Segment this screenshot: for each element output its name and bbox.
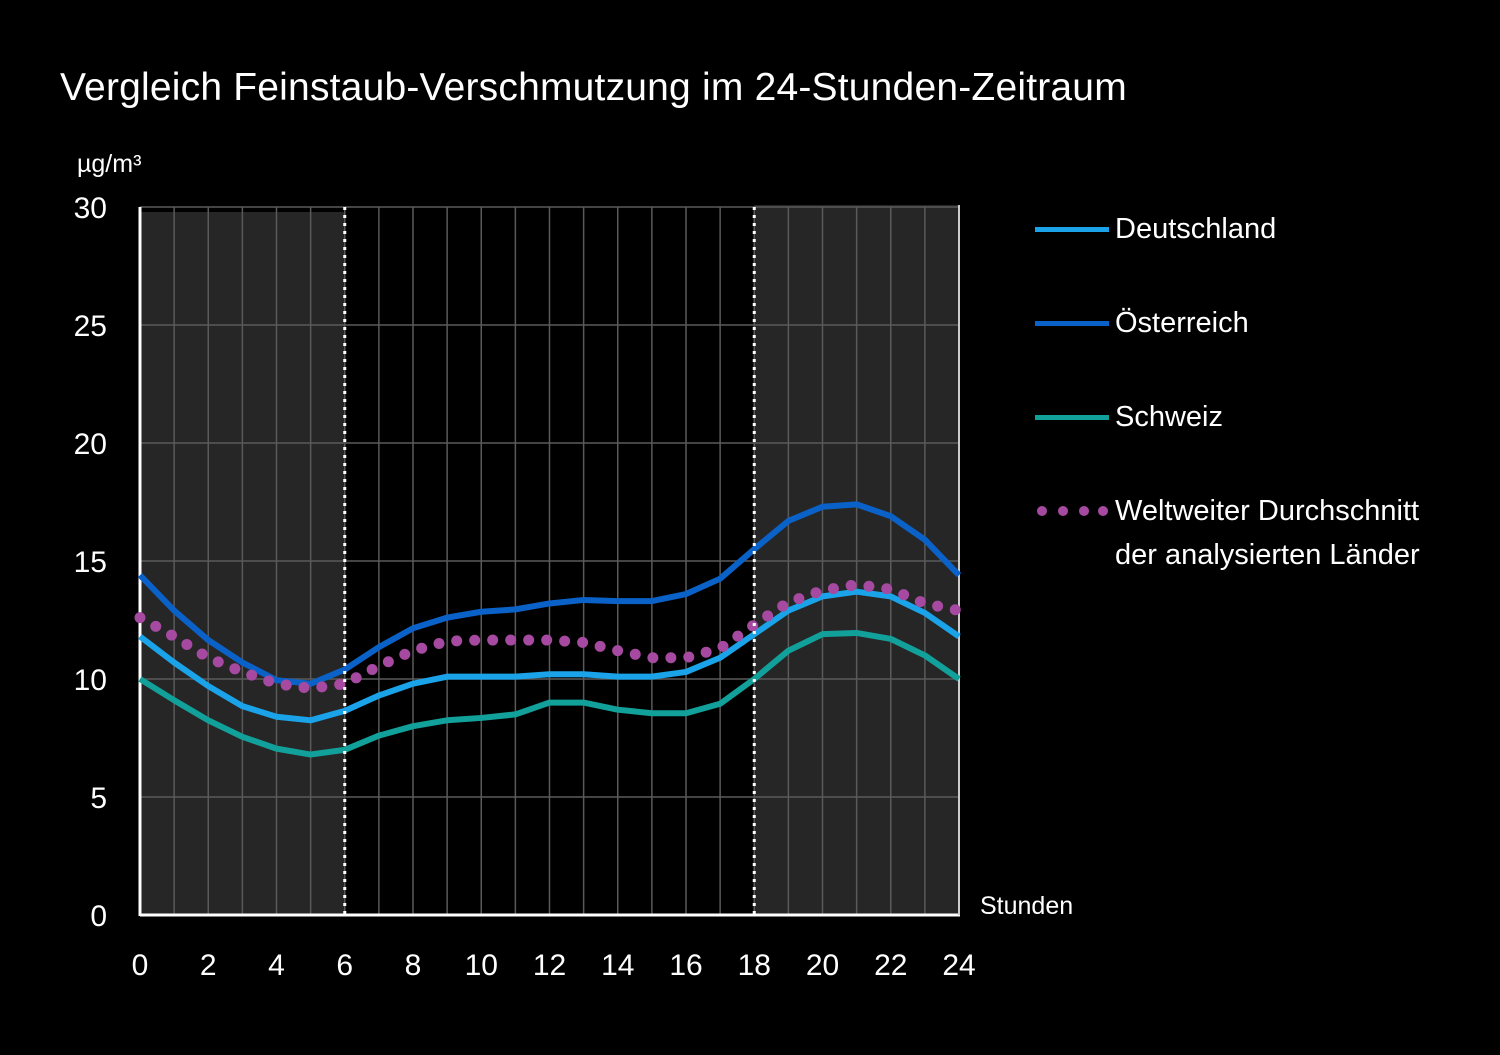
y-tick-label: 10: [74, 664, 107, 697]
chart-title: Vergleich Feinstaub-Verschmutzung im 24-…: [60, 66, 1127, 109]
x-tick-label: 6: [336, 949, 353, 982]
x-tick-label: 16: [669, 949, 702, 982]
legend-swatch-dotted: [1037, 506, 1108, 516]
x-tick-label: 8: [405, 949, 422, 982]
y-tick-label: 20: [74, 428, 107, 461]
y-tick-label: 0: [90, 900, 107, 933]
series-line-0: [138, 588, 961, 724]
y-tick-label: 5: [90, 782, 107, 815]
x-tick-label: 12: [533, 949, 566, 982]
x-tick-label: 22: [874, 949, 907, 982]
x-tick-label: 4: [268, 949, 285, 982]
x-tick-label: 10: [465, 949, 498, 982]
x-tick-label: 2: [200, 949, 217, 982]
y-tick-label: 25: [74, 310, 107, 343]
legend-label: Schweiz: [1115, 401, 1223, 433]
series-line-weltweit: [134, 579, 965, 694]
x-tick-label: 14: [601, 949, 634, 982]
y-tick-label: 15: [74, 546, 107, 579]
x-tick-label: 24: [942, 949, 975, 982]
legend-label: Deutschland: [1115, 213, 1277, 245]
legend-swatch: [1035, 415, 1109, 420]
legend-item-weltweit: Weltweiter Durchschnitt der analysierten…: [1035, 490, 1475, 580]
series-line-1: [137, 501, 962, 687]
x-tick-label: 18: [738, 949, 771, 982]
x-tick-label: 20: [806, 949, 839, 982]
legend-label-line1: Weltweiter Durchschnitt: [1115, 495, 1420, 527]
legend-label-line2: der analysierten Länder: [1115, 539, 1420, 571]
x-axis-label: Stunden: [980, 892, 1073, 920]
legend-label: Österreich: [1115, 307, 1249, 339]
legend-swatch: [1035, 227, 1109, 232]
legend-swatch: [1035, 321, 1109, 326]
y-tick-label: 30: [74, 192, 107, 225]
series-line-2: [138, 629, 961, 758]
x-tick-label: 0: [132, 949, 149, 982]
y-axis-label: µg/m³: [77, 150, 141, 178]
